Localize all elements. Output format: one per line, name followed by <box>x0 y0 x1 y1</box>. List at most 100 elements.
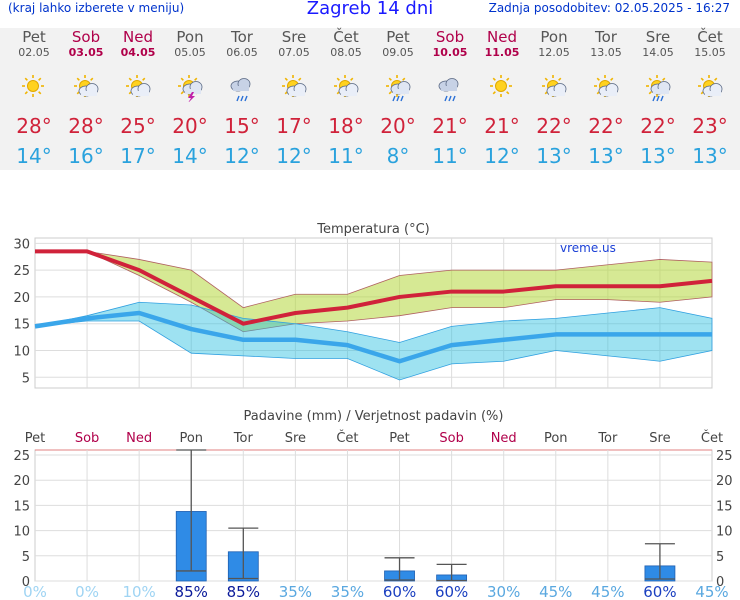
y-tick-label-right: 20 <box>716 474 733 489</box>
min-temperature: 8° <box>386 144 410 168</box>
min-temperature: 16° <box>68 144 104 168</box>
forecast-day: Tor 06.05 15° 12° <box>216 28 268 168</box>
day-axis-label: Sob <box>75 431 99 446</box>
day-name: Pet <box>22 28 46 46</box>
max-temperature: 18° <box>328 114 364 138</box>
day-name: Tor <box>595 28 617 46</box>
y-tick-label-right: 10 <box>716 525 733 540</box>
sun-cloud-icon <box>334 75 359 97</box>
forecast-day: Pet 02.05 28° 14° <box>8 28 60 168</box>
max-temperature: 22° <box>588 114 624 138</box>
day-name: Čet <box>697 28 723 46</box>
charts-area: 5 10 15 20 25 30 Temperatura (°C) vreme.us 0 0 5 5 1… <box>13 222 733 600</box>
day-axis-label: Tor <box>597 431 618 446</box>
day-name: Ned <box>123 28 153 46</box>
day-date: 15.05 <box>694 46 726 59</box>
day-name: Pon <box>540 28 568 46</box>
y-tick-label: 5 <box>22 371 30 386</box>
y-tick-label-right: 15 <box>716 499 733 514</box>
day-axis-label: Pon <box>179 431 203 446</box>
min-temperature: 13° <box>692 144 728 168</box>
day-name: Sob <box>435 28 465 46</box>
day-name: Čet <box>333 28 359 46</box>
day-date: 05.05 <box>174 46 206 59</box>
max-temperature: 21° <box>484 114 520 138</box>
day-axis-label: Pet <box>25 431 45 446</box>
forecast-day: Tor 13.05 22° 13° <box>580 28 632 168</box>
day-date: 06.05 <box>226 46 258 59</box>
day-name: Sre <box>281 28 307 46</box>
day-date: 09.05 <box>382 46 414 59</box>
min-temperature: 11° <box>432 144 468 168</box>
sunny-icon <box>490 75 512 97</box>
forecast-day: Sob 10.05 21° 11° <box>424 28 476 168</box>
y-tick-label: 30 <box>13 237 30 252</box>
min-temperature-line <box>34 310 712 364</box>
day-date: 10.05 <box>432 46 468 59</box>
min-temperature: 12° <box>484 144 520 168</box>
day-date: 07.05 <box>278 46 310 59</box>
probability-label: 45% <box>695 583 728 600</box>
sun-cloud-icon <box>698 75 723 97</box>
day-axis-label: Pon <box>544 431 568 446</box>
max-temperature: 28° <box>16 114 52 138</box>
day-date: 02.05 <box>18 46 50 59</box>
probability-label: 35% <box>279 583 312 600</box>
probability-label: 45% <box>591 583 624 600</box>
page-title: Zagreb 14 dni <box>306 0 434 19</box>
forecast-day: Čet 08.05 18° 11° <box>320 28 372 168</box>
sun-rain-icon <box>646 75 671 102</box>
sun-cloud-icon <box>282 75 307 97</box>
min-temperature: 13° <box>640 144 676 168</box>
probability-label: 60% <box>383 583 416 600</box>
min-temperature: 17° <box>120 144 156 168</box>
day-name: Ned <box>487 28 517 46</box>
max-temperature-line <box>35 249 713 326</box>
forecast-day: Ned 11.05 21° 12° <box>476 28 528 168</box>
day-date: 12.05 <box>538 46 570 59</box>
probability-label: 60% <box>643 583 676 600</box>
y-tick-label: 15 <box>13 318 30 333</box>
forecast-day: Pet 09.05 20° 8° <box>372 28 424 168</box>
day-axis-label: Ned <box>491 431 517 446</box>
day-axis-label: Pet <box>389 431 409 446</box>
y-tick-label: 10 <box>13 345 30 360</box>
min-temperature: 11° <box>328 144 364 168</box>
day-axis-label: Sre <box>649 431 670 446</box>
day-date: 11.05 <box>484 46 520 59</box>
day-name: Sob <box>71 28 101 46</box>
probability-label: 0% <box>75 583 99 600</box>
day-axis-label: Čet <box>701 430 723 446</box>
location-hint[interactable]: (kraj lahko izberete v meniju) <box>8 1 185 15</box>
day-date: 08.05 <box>330 46 362 59</box>
y-tick-label-left: 10 <box>13 525 30 540</box>
min-temperature: 12° <box>224 144 260 168</box>
probability-label: 30% <box>487 583 520 600</box>
max-temperature: 20° <box>380 114 416 138</box>
max-temperature: 20° <box>172 114 208 138</box>
forecast-day: Sre 07.05 17° 12° <box>268 28 320 168</box>
y-tick-label-right: 0 <box>716 575 724 590</box>
max-temperature: 21° <box>432 114 468 138</box>
forecast-day: Ned 04.05 25° 17° <box>112 28 164 168</box>
probability-label: 10% <box>122 583 155 600</box>
max-temperature: 23° <box>692 114 728 138</box>
max-temperature: 15° <box>224 114 260 138</box>
min-temperature: 14° <box>16 144 52 168</box>
y-tick-label-left: 20 <box>13 474 30 489</box>
min-temperature: 14° <box>172 144 208 168</box>
last-update: Zadnja posodobitev: 02.05.2025 - 16:27 <box>488 1 730 15</box>
y-tick-label-left: 25 <box>13 449 30 464</box>
day-date: 04.05 <box>120 46 156 59</box>
min-temperature: 12° <box>276 144 312 168</box>
rain-cloud-icon <box>230 78 251 102</box>
y-tick-label: 20 <box>13 291 30 306</box>
day-axis-label: Čet <box>336 430 358 446</box>
day-name: Sre <box>645 28 671 46</box>
sun-cloud-icon <box>542 75 567 97</box>
max-temperature: 22° <box>536 114 572 138</box>
forecast-day: Pon 05.05 20° 14° <box>164 28 216 168</box>
max-range-band <box>35 250 713 333</box>
day-date: 03.05 <box>68 46 104 59</box>
probability-label: 0% <box>23 583 47 600</box>
